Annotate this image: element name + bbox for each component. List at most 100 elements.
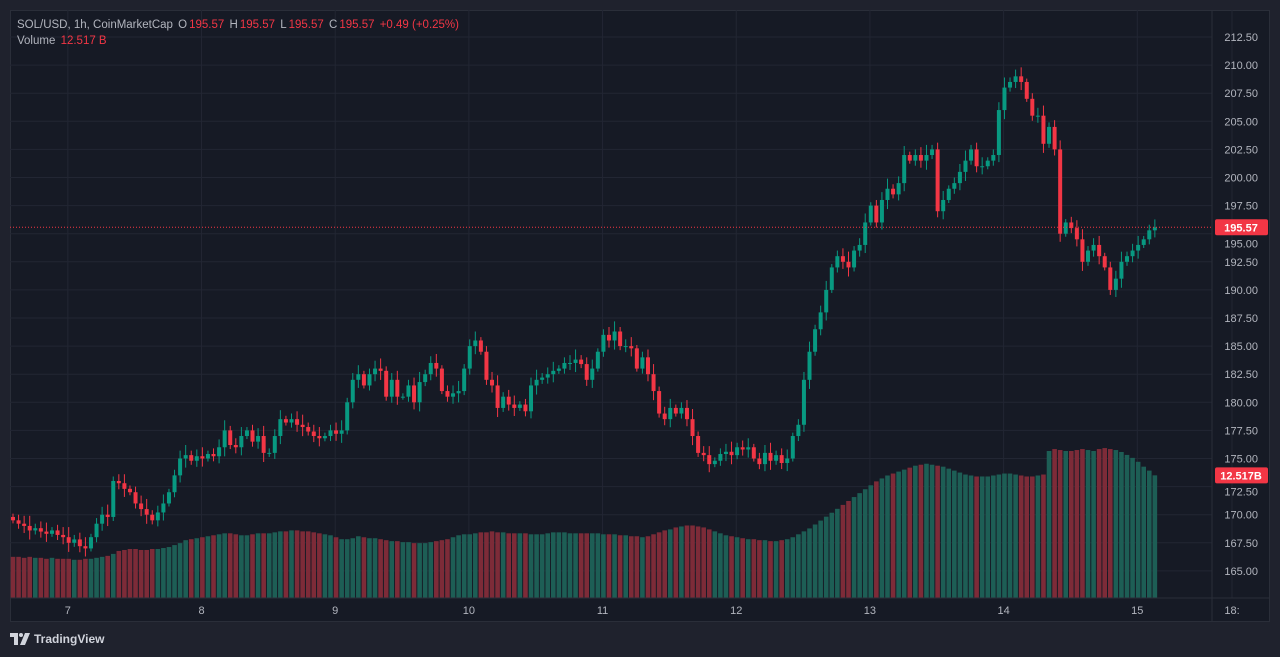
candle-body (66, 537, 71, 543)
candle-body (707, 455, 712, 465)
volume-bar (489, 531, 495, 598)
volume-bar (684, 525, 690, 598)
candle-body (490, 379, 495, 386)
volume-bar (66, 558, 71, 598)
volume-bar (796, 534, 801, 598)
volume-bar (450, 537, 456, 598)
volume-bar (205, 536, 211, 598)
volume-bar (389, 541, 395, 598)
volume-bar (172, 545, 177, 598)
candle-body (261, 436, 266, 453)
volume-bar (361, 537, 367, 598)
candle-body (423, 374, 428, 383)
candle-body (835, 256, 840, 268)
candle-body (445, 391, 450, 397)
symbol-info[interactable]: SOL/USD, 1h, CoinMarketCap (17, 19, 173, 31)
volume-bar (762, 540, 768, 598)
volume-bar (32, 557, 38, 598)
volume-bar (784, 539, 790, 598)
volume-bar (896, 471, 901, 598)
volume-bar (1119, 451, 1124, 598)
volume-bar (1052, 449, 1057, 598)
volume-bar (595, 533, 601, 598)
candle-body (350, 379, 355, 403)
volume-bar (812, 524, 818, 598)
candle-body (807, 351, 812, 380)
candle-body (662, 413, 667, 420)
price-tick-label: 170.00 (1224, 510, 1258, 522)
candle-body (144, 509, 149, 515)
candle-body (484, 351, 489, 380)
candle-body (618, 331, 623, 347)
volume-bar (222, 533, 227, 598)
volume-bar (768, 541, 773, 598)
candle-body (105, 514, 110, 517)
candle-body (495, 385, 500, 408)
volume-bar (757, 540, 762, 598)
candle-body (762, 452, 767, 465)
candle-body (178, 458, 183, 476)
candle-body (868, 205, 873, 223)
candle-body (94, 523, 99, 538)
candle-body (200, 456, 205, 459)
candle-body (155, 512, 160, 521)
candle-body (634, 348, 639, 369)
candle-body (785, 458, 790, 463)
volume-bar (545, 533, 551, 598)
volume-bar (400, 542, 406, 598)
volume-bar (606, 534, 612, 598)
candle-body (790, 436, 795, 459)
candle-body (824, 289, 829, 313)
candle-body (462, 368, 467, 392)
volume-bar (690, 525, 695, 598)
price-axis[interactable]: 212.50 210.00 207.50 205.00 202.50 200.00 197.… (1224, 32, 1258, 578)
candle-body (1019, 76, 1024, 82)
volume-bar (44, 558, 49, 598)
price-tick-label: 167.50 (1224, 538, 1258, 550)
candle-body (980, 166, 985, 168)
candle-body (946, 188, 951, 200)
low-label: L (280, 19, 287, 31)
volume-bar (478, 532, 484, 598)
volume-bar (244, 535, 250, 598)
candle-body (930, 149, 935, 156)
brand-name: TradingView (34, 632, 105, 646)
volume-bar (968, 475, 974, 598)
candle-body (935, 149, 940, 212)
candle-body (451, 393, 456, 397)
volume-bar (166, 547, 172, 598)
volume-bar (1057, 450, 1063, 598)
volume-bar (601, 534, 606, 598)
candle-body (122, 483, 127, 489)
candle-body (33, 528, 38, 531)
candle-body (673, 407, 678, 414)
volume-bar (55, 558, 60, 598)
candle-body (1030, 98, 1035, 116)
volume-bar (484, 532, 489, 598)
volume-bar (456, 535, 461, 598)
candle-body (295, 419, 300, 425)
volume-bar (138, 549, 144, 598)
candle-body (584, 364, 589, 380)
candle-body (189, 455, 194, 461)
volume-bar (60, 558, 66, 598)
volume-bar (1107, 449, 1113, 598)
candle-body (139, 503, 144, 510)
volume-bar (1085, 450, 1091, 598)
volume-bar (885, 475, 890, 598)
candle-body (1147, 230, 1152, 240)
time-axis[interactable]: 7 8 9 10 11 12 13 14 15 18: (65, 605, 1240, 617)
volume-bar (874, 481, 879, 598)
volume-bar (294, 530, 300, 598)
candle-body (267, 452, 272, 454)
candle-body (657, 391, 662, 414)
candle-body (701, 452, 706, 456)
candle-body (412, 385, 417, 403)
tradingview-logo[interactable]: TradingView (10, 632, 104, 646)
candle-body (183, 455, 188, 459)
candle-body (562, 362, 567, 369)
candle-body (317, 436, 322, 439)
candle-body (957, 171, 962, 184)
volume-bar (996, 474, 1002, 598)
